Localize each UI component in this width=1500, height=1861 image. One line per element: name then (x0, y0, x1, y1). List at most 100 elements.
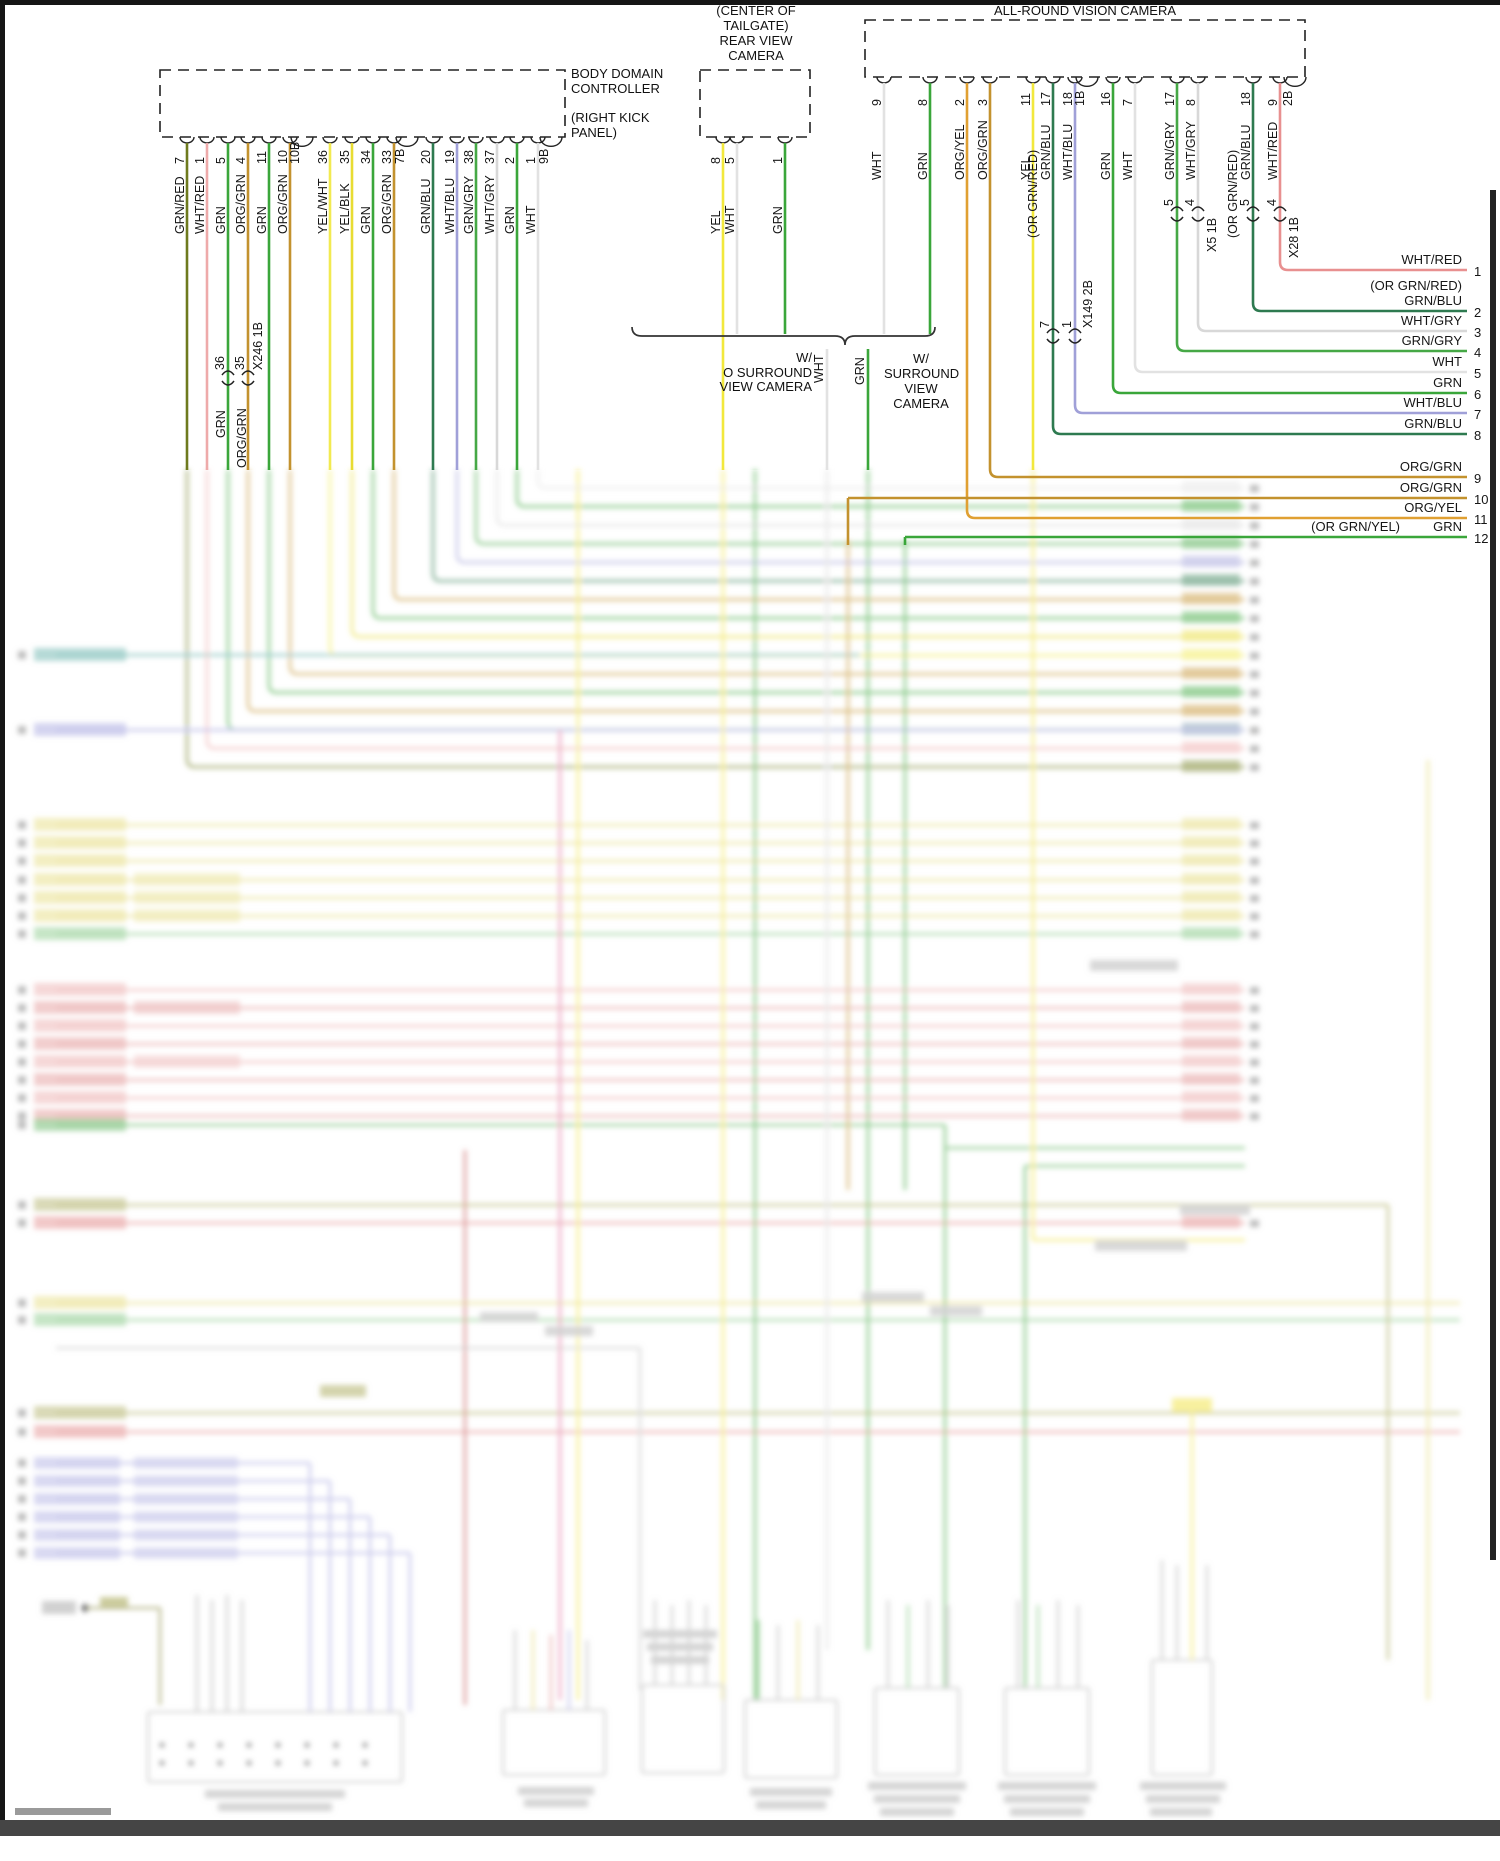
blurred-blob (1182, 574, 1240, 586)
branch-w-surround-label: W/SURROUND VIEW CAMERA (884, 351, 960, 411)
row-number: 1 (1474, 264, 1481, 279)
blurred-blob (34, 1475, 120, 1487)
wire-color-label: YEL (1019, 156, 1033, 180)
blurred-blob (34, 1118, 126, 1131)
border-top (0, 0, 1500, 5)
blurred-blob (1182, 499, 1240, 512)
circle (246, 1742, 252, 1748)
blurred-blob (1182, 648, 1240, 661)
blurred-blob (134, 1547, 238, 1559)
row-number: 10 (1474, 492, 1488, 507)
pin-number: 36 (316, 150, 330, 164)
pin-bump (729, 136, 745, 144)
wire-color-label: WHT (1121, 151, 1135, 180)
allround-camera-title: ALL-ROUND VISION CAMERA (985, 3, 1185, 18)
blurred-blob (18, 1459, 26, 1467)
pin-bump (1067, 76, 1083, 84)
blurred-connector-box (641, 1684, 725, 1774)
wire (267, 470, 1245, 694)
inline-connector-mark (221, 370, 235, 376)
wire-color-label: WHT/RED (193, 176, 207, 234)
pin-bump (1190, 76, 1206, 84)
blurred-blob (18, 839, 26, 847)
blurred-blob (134, 909, 240, 922)
wire-ORG/YEL (965, 83, 1467, 520)
blurred-blob (518, 1787, 594, 1795)
blurred-blob (18, 876, 26, 884)
blurred-blob (34, 1529, 120, 1541)
wire-color-label: GRN (359, 206, 373, 234)
row-number: 8 (1474, 428, 1481, 443)
blurred-blob (1250, 1113, 1259, 1120)
row-color-label: WHT/GRY (1401, 313, 1462, 328)
wire-color-label: GRN/GRY (1163, 121, 1177, 180)
inline-connector-mark (1246, 206, 1260, 212)
blurred-blob (1182, 818, 1240, 830)
inline-connector-mark (1273, 216, 1287, 222)
pin-number: 9 (870, 99, 884, 106)
blurred-connector-box (744, 1699, 838, 1779)
blurred-blob (1182, 1001, 1240, 1013)
pin-bump (1283, 76, 1307, 87)
inline-pin-number: 7 (1038, 321, 1052, 328)
blurred-blob (1182, 1073, 1240, 1085)
pin-bump (468, 136, 484, 144)
inline-connector-mark (1191, 206, 1205, 212)
blurred-blob (34, 1296, 126, 1309)
pin-number: 2 (953, 99, 967, 106)
blurred-blob (218, 1803, 332, 1811)
pin-number: 5 (723, 157, 737, 164)
blurred-blob (1250, 822, 1259, 829)
pin-number: 8 (1184, 99, 1198, 106)
blurred-blob (1140, 1782, 1226, 1790)
wire-color-label: GRN (214, 206, 228, 234)
blurred-blob (134, 873, 240, 886)
circle (304, 1760, 310, 1766)
blurred-blob (320, 1385, 366, 1397)
blurred-blob (1250, 913, 1259, 920)
blurred-blob (1090, 960, 1178, 971)
branch-wo-surround-label: W/O SURROUND VIEW CAMERA (706, 350, 812, 395)
inline-connector-mark (221, 380, 235, 386)
pin-number: 17 (1163, 92, 1177, 106)
blurred-blob (1250, 1041, 1259, 1048)
blurred-blob (1250, 764, 1259, 771)
pin-number: 18 (1239, 92, 1253, 106)
blurred-blob (1250, 895, 1259, 902)
wire-GRN (1111, 83, 1467, 395)
blurred-blob (18, 912, 26, 920)
blurred-blob (1250, 1059, 1259, 1066)
circle (217, 1760, 223, 1766)
blurred-blob (34, 1091, 126, 1104)
blurred-blob (18, 651, 26, 659)
pin-number: 3 (976, 99, 990, 106)
pin-bump (1169, 76, 1185, 84)
blurred-blob (18, 821, 26, 829)
wire-color-label: ORG/GRN (276, 174, 290, 234)
blurred-blob (1250, 1095, 1259, 1102)
blurred-blob (1250, 503, 1259, 511)
inline-connector-mark (241, 380, 255, 386)
blurred-blob (1182, 1037, 1240, 1049)
wire-color-label: WHT/BLU (443, 178, 457, 234)
pin-number: 7 (1121, 99, 1135, 106)
wire-color-label: WHT/RED (1266, 122, 1280, 180)
bdc-title-line2: CONTROLLER (571, 81, 660, 96)
branch-right-line2: SURROUND (884, 366, 960, 381)
pin-number: 1 (524, 157, 538, 164)
blurred-connector-box (1151, 1659, 1213, 1776)
circle (188, 1742, 194, 1748)
pin-bump (1045, 76, 1061, 84)
rear-camera-box (699, 69, 811, 138)
blurred-blob (1250, 615, 1259, 623)
blurred-blob (1250, 596, 1259, 604)
blurred-blob (34, 1511, 120, 1523)
wire (371, 470, 1245, 620)
pin-bump (199, 136, 215, 144)
wire-color-label: GRN (771, 206, 785, 234)
pin-number: 1 (193, 157, 207, 164)
blurred-blob (18, 1513, 26, 1521)
blurred-connector-box (874, 1687, 960, 1776)
blurred-blob (134, 1529, 238, 1541)
wire-color-label: WHT/BLU (1061, 124, 1075, 180)
